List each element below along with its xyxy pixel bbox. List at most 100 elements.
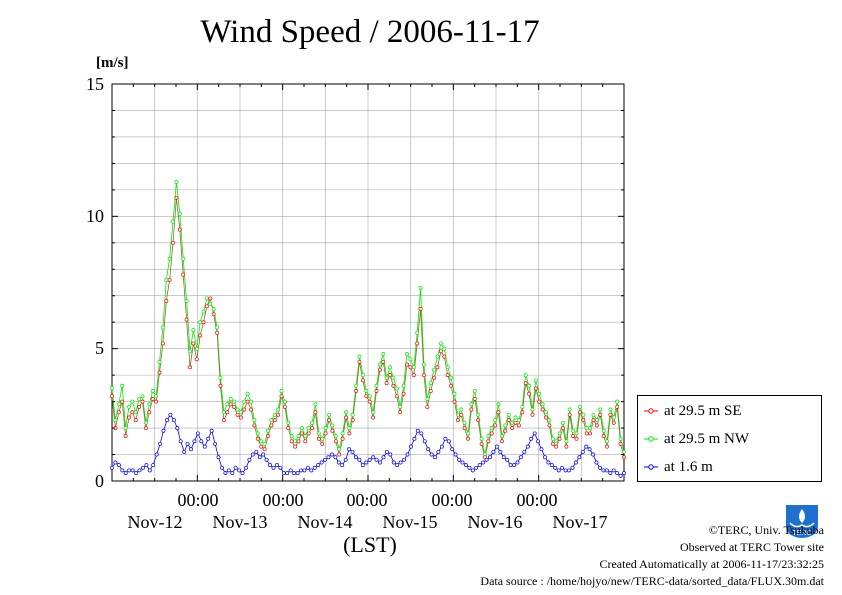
data-point-s2-78 [378, 460, 382, 465]
data-point-s1-95 [432, 367, 437, 372]
data-point-s2-84 [398, 460, 403, 465]
axis-ticks [111, 83, 625, 482]
data-point-s2-47 [271, 465, 276, 470]
data-point-s0-121 [520, 410, 525, 415]
data-point-s0-3 [120, 399, 125, 404]
data-point-s2-90 [419, 431, 424, 436]
data-point-s1-125 [533, 378, 538, 383]
data-point-s0-80 [381, 359, 386, 364]
data-point-s1-93 [425, 397, 430, 401]
data-point-s2-6 [130, 468, 135, 473]
data-point-s1-19 [174, 179, 179, 184]
data-point-s0-53 [289, 439, 294, 444]
data-point-s0-56 [299, 431, 304, 436]
data-point-s1-133 [561, 420, 565, 425]
data-point-s2-127 [546, 460, 551, 465]
data-point-s2-58 [309, 468, 314, 473]
data-point-s0-50 [279, 394, 284, 399]
data-point-s1-27 [201, 309, 206, 314]
data-point-s2-22 [185, 441, 190, 446]
data-point-s2-148 [618, 473, 623, 478]
data-point-s0-74 [360, 378, 365, 383]
data-point-s1-50 [279, 389, 284, 393]
data-point-s2-104 [467, 465, 472, 470]
data-point-s1-112 [489, 426, 494, 431]
data-point-s2-92 [426, 447, 431, 452]
data-point-s1-132 [557, 431, 562, 436]
data-point-s1-35 [228, 397, 233, 401]
data-point-s1-55 [296, 434, 301, 438]
x-time-label: 00:00 [431, 490, 473, 510]
data-point-s0-77 [371, 415, 376, 420]
data-point-s2-69 [347, 447, 352, 452]
data-point-s0-45 [262, 447, 267, 452]
data-point-s0-29 [208, 296, 213, 301]
data-point-s2-17 [168, 412, 173, 417]
data-point-s2-54 [295, 471, 300, 476]
data-point-s2-60 [316, 463, 321, 468]
data-point-s0-70 [347, 431, 352, 436]
x-axis-label: (LST) [343, 532, 397, 557]
data-point-s2-38 [240, 471, 245, 476]
data-point-s2-149 [622, 471, 626, 476]
data-point-s0-118 [510, 426, 515, 431]
data-point-s0-125 [533, 386, 538, 391]
data-point-s2-123 [532, 431, 537, 436]
data-point-s2-73 [360, 463, 365, 468]
data-point-s1-117 [506, 412, 511, 417]
data-point-s2-13 [154, 452, 159, 457]
data-point-s0-15 [160, 341, 165, 346]
data-point-s1-3 [120, 383, 125, 388]
data-point-s1-75 [364, 389, 369, 393]
data-point-s1-67 [337, 447, 342, 452]
data-point-s0-88 [408, 365, 413, 370]
x-date-label: Nov-16 [467, 512, 523, 532]
x-time-label: 00:00 [262, 490, 304, 510]
data-point-s1-97 [438, 341, 443, 346]
data-point-s2-25 [195, 431, 200, 436]
data-point-s2-144 [604, 468, 609, 473]
data-point-s2-110 [488, 455, 492, 460]
data-point-s0-63 [323, 431, 328, 436]
data-point-s2-70 [350, 449, 355, 454]
data-point-s1-16 [164, 277, 169, 282]
data-point-s1-48 [272, 412, 277, 417]
data-point-s0-51 [282, 404, 287, 409]
data-point-s2-48 [274, 463, 279, 468]
legend-label-nw: at 29.5 m NW [664, 430, 749, 447]
data-point-s0-134 [564, 444, 569, 449]
y-tick-label-15: 15 [86, 74, 104, 94]
terc-logo: TERC [786, 505, 818, 538]
data-point-s2-9 [140, 465, 145, 470]
data-point-s1-90 [415, 330, 420, 335]
data-point-s1-100 [449, 375, 454, 380]
data-point-s1-52 [286, 420, 291, 425]
data-point-s2-45 [264, 457, 269, 462]
data-point-s1-7 [133, 410, 138, 415]
data-point-s0-12 [150, 397, 155, 401]
data-point-s0-128 [544, 415, 548, 420]
data-point-s1-32 [218, 375, 223, 380]
data-point-s0-150 [618, 441, 623, 446]
data-point-s2-102 [460, 460, 465, 465]
data-point-s1-127 [540, 402, 545, 407]
data-point-s2-135 [573, 460, 578, 465]
data-point-s0-140 [584, 431, 589, 436]
data-point-s0-36 [232, 404, 237, 409]
data-point-s1-81 [384, 375, 389, 380]
data-point-s0-46 [266, 434, 270, 438]
data-point-s1-82 [388, 365, 392, 370]
data-point-s2-101 [457, 457, 462, 462]
data-point-s0-104 [462, 426, 467, 431]
data-point-s2-67 [340, 463, 345, 468]
data-point-s1-139 [581, 412, 586, 417]
data-point-s1-108 [476, 412, 481, 417]
data-point-s2-4 [123, 471, 128, 476]
data-point-s2-103 [463, 463, 468, 468]
data-point-s2-107 [477, 463, 482, 468]
data-point-s0-94 [428, 389, 433, 393]
data-point-s0-148 [611, 420, 616, 425]
data-point-s2-120 [522, 449, 527, 454]
data-point-s2-72 [357, 457, 362, 462]
